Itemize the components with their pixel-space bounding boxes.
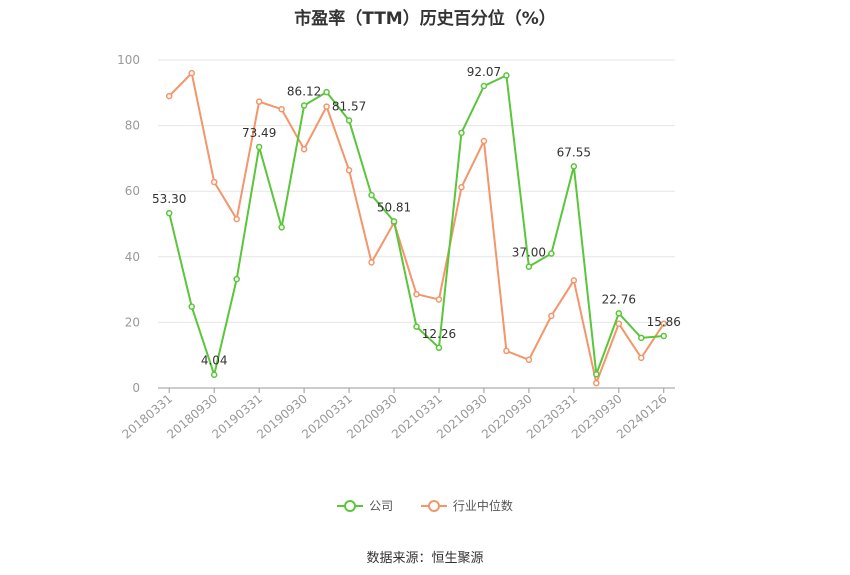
point-company[interactable] <box>300 102 308 109</box>
point-industry-median[interactable] <box>188 69 195 77</box>
y-tick-label: 60 <box>125 184 140 198</box>
data-label-company: 50.81 <box>377 200 411 214</box>
point-company[interactable] <box>593 370 600 378</box>
data-label-company: 92.07 <box>467 65 501 79</box>
point-company[interactable] <box>210 371 218 378</box>
legend-item-industry-median[interactable]: 行业中位数 <box>420 497 513 514</box>
data-label-company: 86.12 <box>287 85 321 99</box>
point-industry-median[interactable] <box>638 354 645 362</box>
point-industry-median[interactable] <box>233 215 240 223</box>
data-label-company: 12.26 <box>422 327 456 341</box>
point-industry-median[interactable] <box>570 277 578 284</box>
point-company[interactable] <box>368 191 375 199</box>
y-tick-label: 0 <box>132 381 140 395</box>
point-industry-median[interactable] <box>210 178 218 186</box>
point-company[interactable] <box>188 303 195 310</box>
point-company[interactable] <box>255 143 263 151</box>
y-tick-label: 80 <box>125 119 140 133</box>
point-industry-median[interactable] <box>660 320 668 327</box>
point-industry-median[interactable] <box>615 320 623 327</box>
point-company[interactable] <box>278 224 285 231</box>
y-tick-label: 40 <box>125 250 140 264</box>
point-industry-median[interactable] <box>458 184 465 191</box>
point-company[interactable] <box>345 117 353 124</box>
point-company[interactable] <box>660 332 668 340</box>
point-industry-median[interactable] <box>480 137 488 145</box>
legend-swatch-industry-icon <box>420 499 447 513</box>
data-label-company: 15.86 <box>647 315 681 329</box>
point-industry-median[interactable] <box>165 92 173 100</box>
x-tick-label: 20240126 <box>614 392 670 442</box>
point-company[interactable] <box>390 218 398 225</box>
data-label-company: 37.00 <box>512 246 546 260</box>
point-company[interactable] <box>458 129 465 137</box>
point-industry-median[interactable] <box>300 145 308 153</box>
point-company[interactable] <box>570 163 578 170</box>
y-tick-label: 100 <box>117 53 140 67</box>
point-company[interactable] <box>233 275 240 283</box>
axes: 0204060801002018033120180930201903312019… <box>117 53 675 442</box>
source-note: 数据来源：恒生聚源 <box>366 551 484 566</box>
y-tick-label: 20 <box>125 315 140 329</box>
data-label-company: 4.04 <box>201 354 228 368</box>
data-label-company: 22.76 <box>602 292 636 306</box>
point-industry-median[interactable] <box>278 105 285 113</box>
point-company[interactable] <box>525 263 533 270</box>
chart-title: 市盈率（TTM）历史百分位（%） <box>294 9 556 29</box>
point-company[interactable] <box>435 344 443 352</box>
point-industry-median[interactable] <box>525 356 533 364</box>
legend: 公司 行业中位数 <box>0 497 850 516</box>
point-industry-median[interactable] <box>503 347 510 355</box>
point-company[interactable] <box>323 88 330 96</box>
point-company[interactable] <box>503 72 510 79</box>
data-label-company: 53.30 <box>152 192 186 206</box>
point-industry-median[interactable] <box>435 296 443 303</box>
point-industry-median[interactable] <box>593 379 600 387</box>
series-line-industry-median <box>168 72 665 385</box>
series <box>165 69 668 387</box>
data-label-company: 81.57 <box>332 99 366 113</box>
point-company[interactable] <box>165 209 173 217</box>
point-industry-median[interactable] <box>368 259 375 266</box>
legend-label-company: 公司 <box>369 499 394 513</box>
point-industry-median[interactable] <box>413 290 420 298</box>
legend-swatch-company-icon <box>337 499 364 513</box>
point-industry-median[interactable] <box>345 166 353 174</box>
data-label-company: 73.49 <box>242 126 276 140</box>
data-labels: 53.30 4.04 73.49 86.12 81.57 50.81 12.26 92.07 3… <box>152 65 681 368</box>
point-industry-median[interactable] <box>548 312 555 320</box>
point-company[interactable] <box>548 250 555 257</box>
point-company[interactable] <box>638 334 645 342</box>
point-industry-median[interactable] <box>255 98 263 105</box>
point-industry-median[interactable] <box>323 103 330 110</box>
point-company[interactable] <box>413 323 420 330</box>
legend-label-industry-median: 行业中位数 <box>452 499 513 513</box>
data-label-company: 67.55 <box>557 145 591 159</box>
legend-item-company[interactable]: 公司 <box>337 497 393 514</box>
point-company[interactable] <box>615 310 623 317</box>
point-company[interactable] <box>480 82 488 90</box>
